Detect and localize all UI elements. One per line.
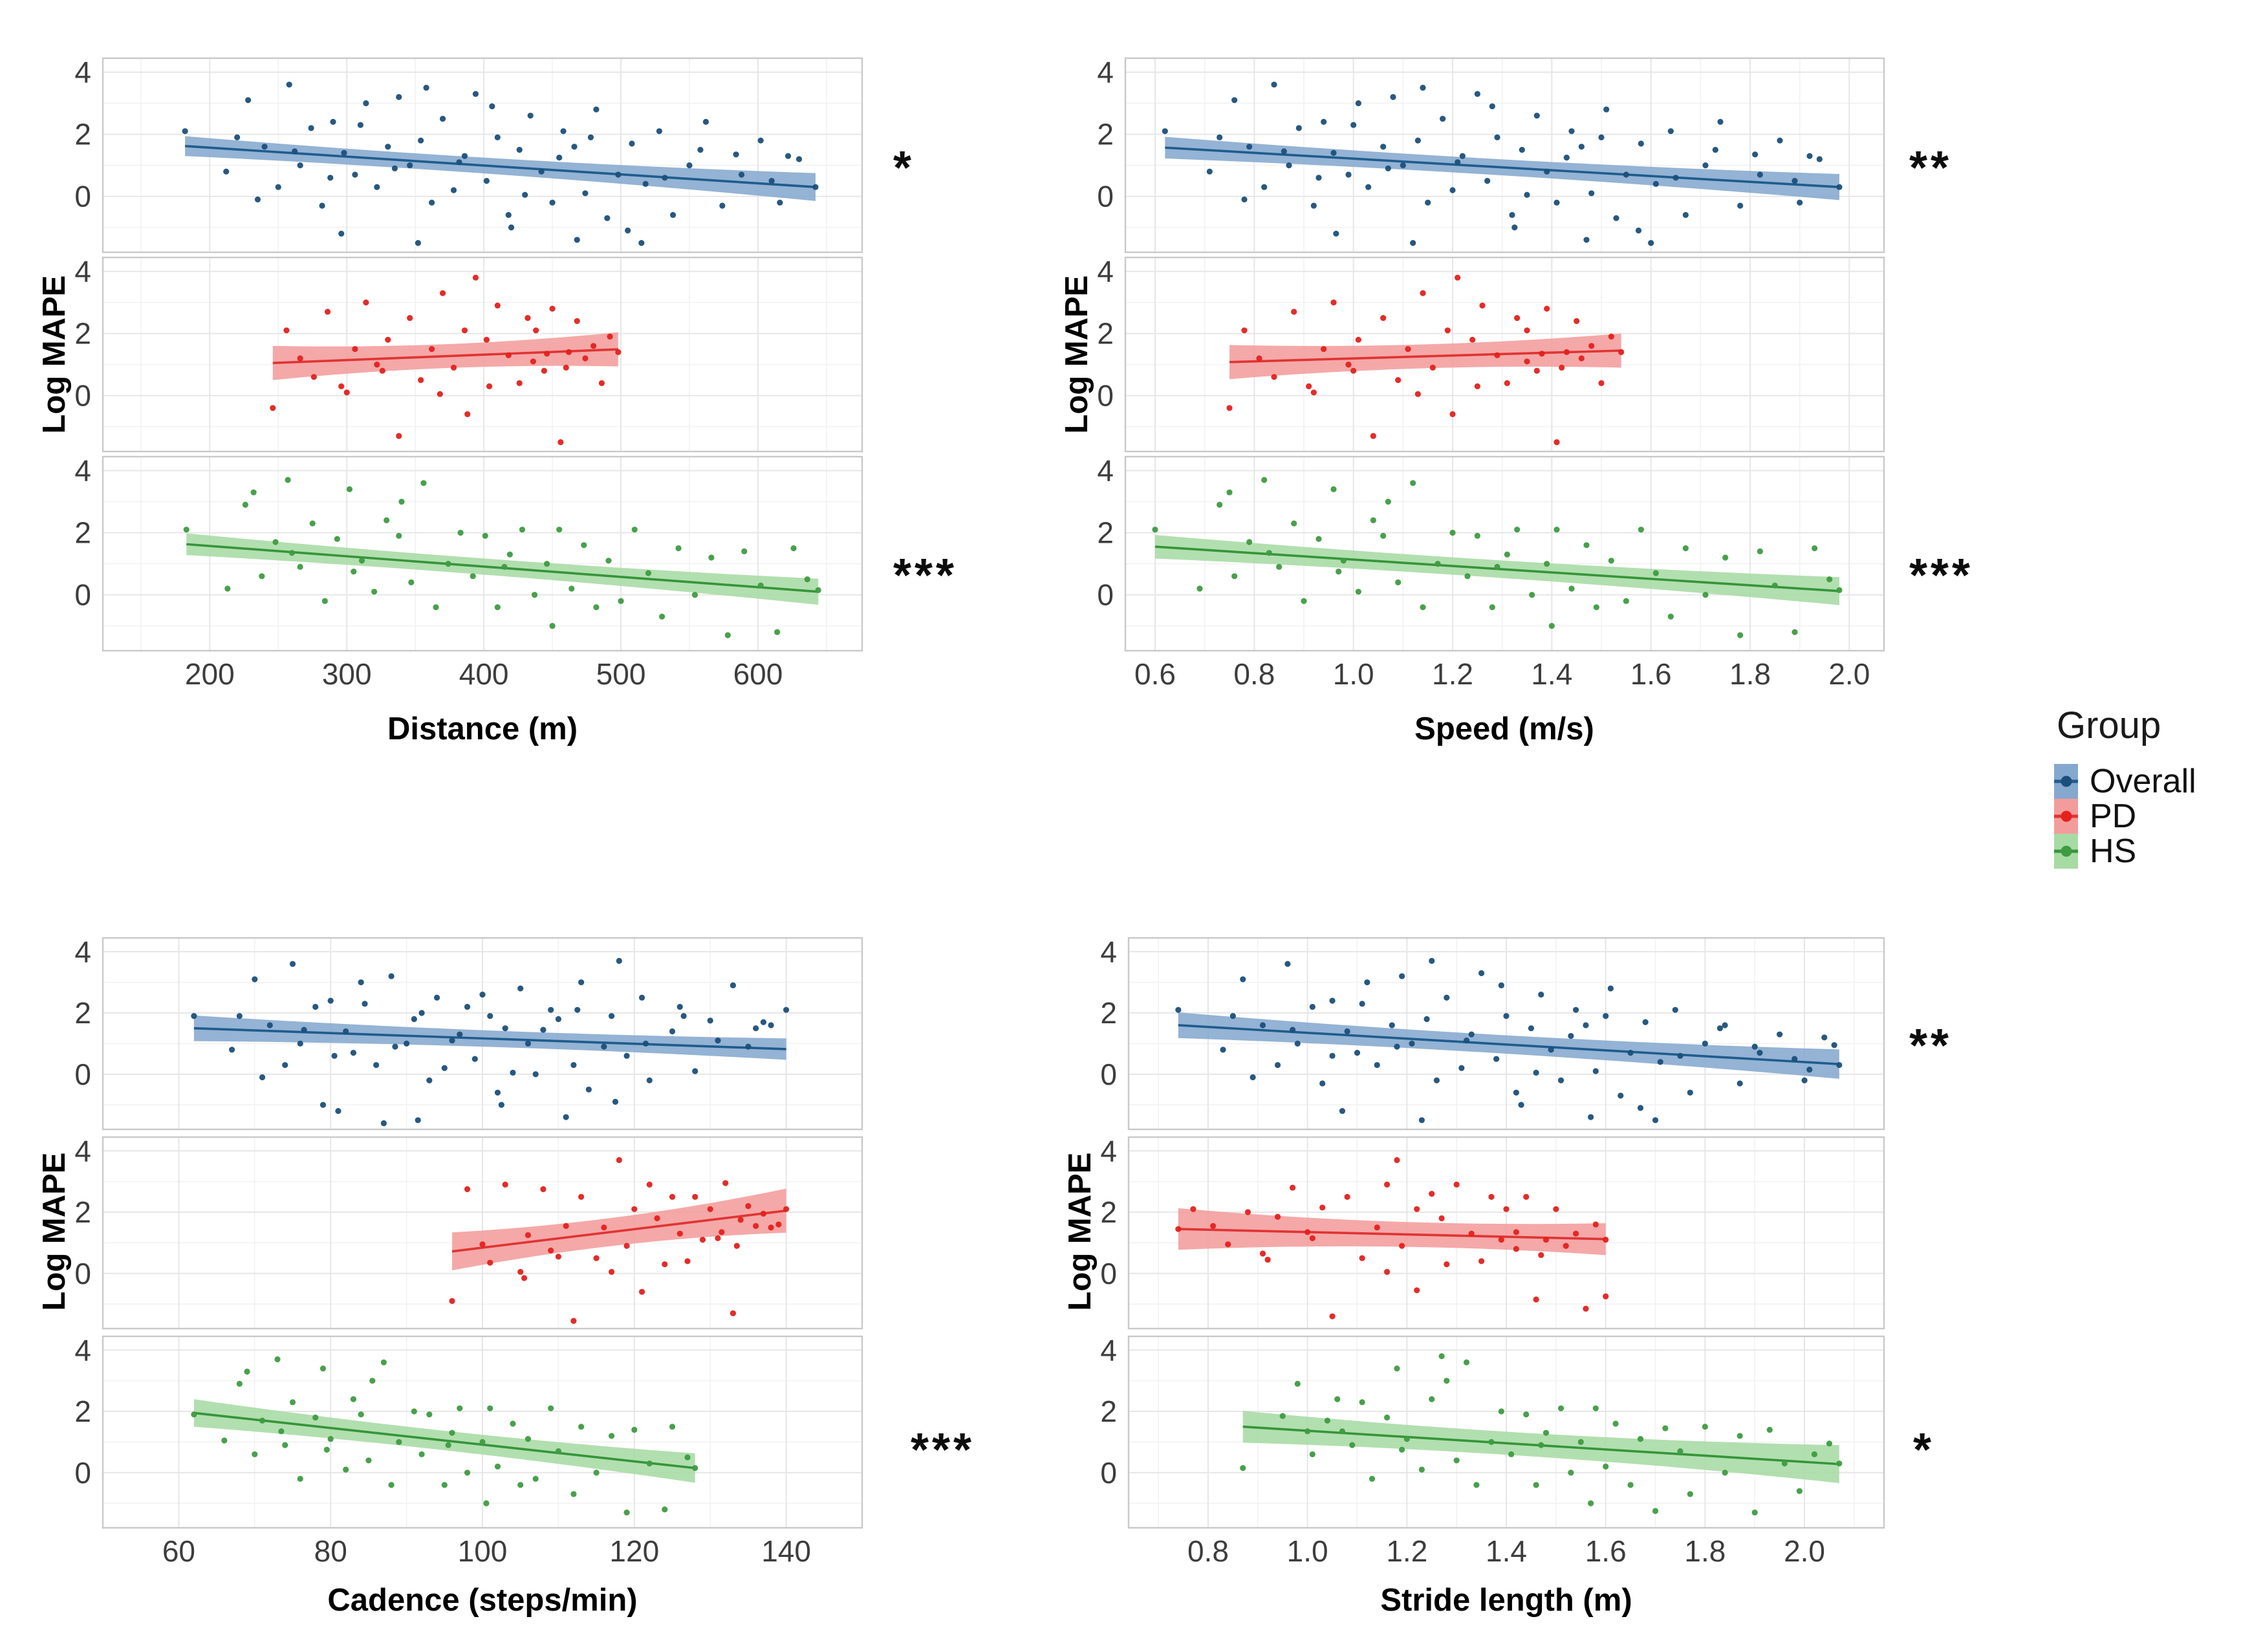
svg-text:2: 2 [74,996,91,1030]
svg-text:0.6: 0.6 [1134,657,1176,691]
svg-text:4: 4 [1097,255,1114,288]
svg-text:120: 120 [609,1534,659,1568]
x-axis-title-speed: Speed (m/s) [1414,712,1594,746]
y-axis-title-cadence: Log MAPE [37,1152,72,1311]
svg-text:2: 2 [74,1395,91,1428]
svg-text:0: 0 [1100,1456,1117,1490]
svg-text:600: 600 [733,657,783,691]
legend-label-pd: PD [2090,798,2137,835]
svg-text:0: 0 [74,1058,91,1091]
significance-cadence-hs: *** [911,1424,975,1476]
svg-text:2: 2 [74,118,91,151]
svg-text:4: 4 [74,1333,91,1367]
svg-text:60: 60 [162,1534,195,1568]
svg-text:4: 4 [1100,1134,1117,1168]
svg-text:4: 4 [74,454,91,488]
legend-item-hs: HS [2054,832,2196,870]
svg-text:140: 140 [761,1534,811,1568]
svg-text:4: 4 [1097,56,1114,89]
legend-label-overall: Overall [2090,763,2196,800]
svg-text:0.8: 0.8 [1187,1534,1229,1568]
svg-text:2: 2 [1100,1395,1117,1428]
svg-text:2: 2 [1100,996,1117,1030]
x-axis-title-cadence: Cadence (steps/min) [327,1583,638,1618]
legend-label-hs: HS [2090,832,2137,870]
svg-text:2: 2 [1097,516,1114,550]
svg-text:2: 2 [1100,1195,1117,1229]
svg-text:300: 300 [322,657,372,691]
legend-item-overall: Overall [2054,763,2196,800]
svg-text:4: 4 [74,56,91,89]
legend-swatch-overall-icon [2054,764,2078,799]
svg-text:500: 500 [596,657,646,691]
svg-text:4: 4 [74,1134,91,1168]
x-axis-title-stride: Stride length (m) [1380,1583,1632,1618]
svg-text:1.4: 1.4 [1486,1534,1527,1568]
legend-swatch-pd-icon [2054,799,2078,834]
svg-text:4: 4 [74,935,91,968]
svg-text:0.8: 0.8 [1233,657,1275,691]
svg-text:2: 2 [74,1195,91,1229]
svg-text:4: 4 [1100,935,1117,968]
svg-text:2: 2 [1097,118,1114,151]
svg-text:1.2: 1.2 [1432,657,1473,691]
legend-item-pd: PD [2054,798,2196,835]
svg-text:4: 4 [74,255,91,288]
svg-text:0: 0 [1097,379,1114,413]
significance-stride-overall: ** [1909,1020,1953,1072]
svg-text:2: 2 [74,516,91,550]
svg-text:0: 0 [1100,1257,1117,1290]
legend-title: Group [2057,704,2161,746]
x-axis-title-distance: Distance (m) [387,712,578,746]
svg-text:0: 0 [74,1456,91,1490]
svg-text:0: 0 [74,180,91,213]
svg-text:80: 80 [314,1534,347,1568]
svg-text:0: 0 [1097,180,1114,213]
significance-distance-overall: * [893,142,915,194]
svg-text:0: 0 [1100,1058,1117,1091]
svg-text:1.0: 1.0 [1333,657,1374,691]
svg-text:2.0: 2.0 [1828,657,1870,691]
svg-text:1.0: 1.0 [1287,1534,1328,1568]
significance-distance-hs: *** [893,550,958,602]
svg-text:0: 0 [74,1257,91,1290]
svg-text:1.6: 1.6 [1585,1534,1627,1568]
y-axis-title-distance: Log MAPE [37,275,72,434]
legend: Group Overall PD HS [2054,704,2196,870]
significance-speed-hs: *** [1909,550,1974,602]
svg-text:2.0: 2.0 [1784,1534,1825,1568]
svg-text:1.8: 1.8 [1729,657,1771,691]
legend-swatch-hs-icon [2054,834,2078,869]
svg-text:1.6: 1.6 [1630,657,1672,691]
svg-text:1.4: 1.4 [1531,657,1572,691]
svg-text:400: 400 [459,657,509,691]
svg-text:2: 2 [74,317,91,351]
svg-text:0: 0 [1097,578,1114,612]
svg-text:0: 0 [74,379,91,413]
svg-text:1.2: 1.2 [1386,1534,1427,1568]
svg-text:100: 100 [458,1534,508,1568]
svg-text:4: 4 [1100,1333,1117,1367]
y-axis-title-speed: Log MAPE [1059,275,1094,434]
svg-text:200: 200 [185,657,235,691]
svg-text:4: 4 [1097,454,1114,488]
svg-text:2: 2 [1097,317,1114,351]
svg-text:0: 0 [74,578,91,612]
significance-speed-overall: ** [1909,142,1953,194]
svg-text:1.8: 1.8 [1684,1534,1726,1568]
y-axis-title-stride: Log MAPE [1063,1152,1098,1311]
significance-stride-hs: * [1913,1424,1935,1476]
